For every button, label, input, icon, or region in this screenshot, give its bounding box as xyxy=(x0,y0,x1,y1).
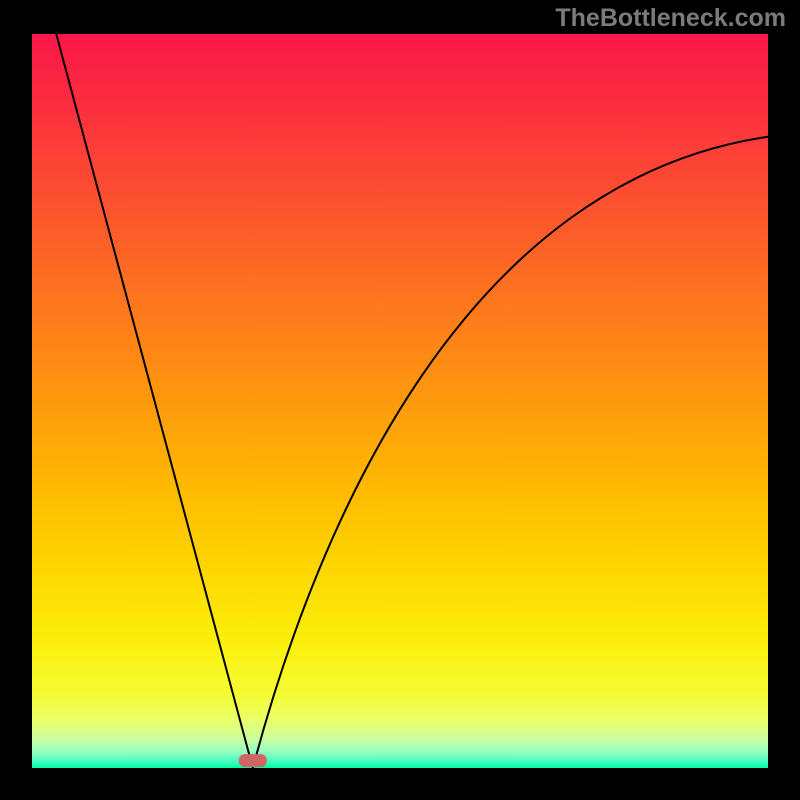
plot-gradient xyxy=(32,34,768,768)
chart-container: TheBottleneck.com xyxy=(0,0,800,800)
watermark-text: TheBottleneck.com xyxy=(555,4,786,33)
minimum-marker xyxy=(239,754,267,767)
chart-svg xyxy=(0,0,800,800)
